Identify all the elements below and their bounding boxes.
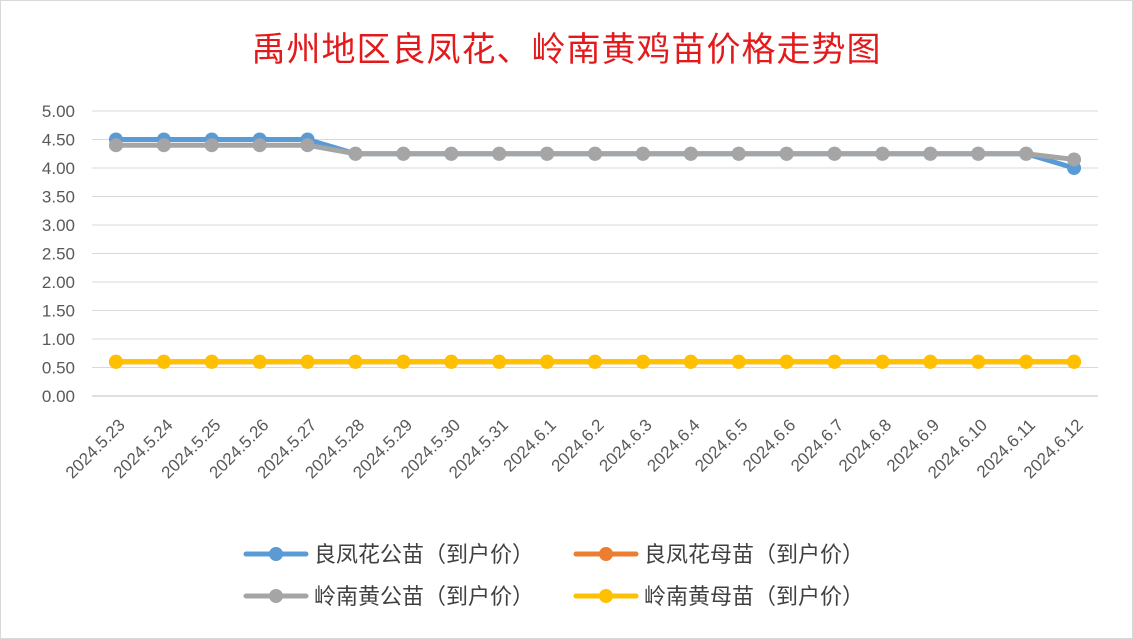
data-point (635, 354, 650, 369)
data-point (108, 354, 123, 369)
data-point (444, 146, 459, 161)
data-point (779, 146, 794, 161)
data-point (396, 146, 411, 161)
y-tick-label: 1.50 (42, 302, 75, 321)
data-point (204, 354, 219, 369)
data-point (492, 354, 507, 369)
data-point (588, 354, 602, 369)
data-point (827, 354, 842, 369)
data-point (923, 354, 938, 369)
legend-marker (599, 547, 613, 561)
y-tick-label: 1.00 (42, 330, 75, 349)
y-tick-label: 3.00 (42, 216, 75, 235)
y-tick-label: 0.50 (42, 359, 75, 378)
data-point (300, 354, 315, 369)
legend-label: 岭南黄公苗（到户价） (314, 585, 534, 610)
data-point (875, 146, 890, 161)
data-point (156, 354, 171, 369)
data-point (300, 138, 315, 153)
data-point (683, 354, 698, 369)
data-point (204, 138, 219, 153)
data-point (540, 354, 555, 369)
legend-marker (599, 589, 613, 603)
y-tick-label: 2.00 (42, 273, 75, 292)
legend-marker (269, 547, 283, 561)
data-point (348, 146, 363, 161)
legend-label: 良凤花公苗（到户价） (314, 543, 534, 568)
y-tick-label: 2.50 (42, 245, 75, 264)
data-point (731, 354, 746, 369)
data-point (731, 146, 746, 161)
y-tick-label: 0.00 (42, 387, 75, 406)
data-point (1067, 152, 1082, 167)
data-point (348, 354, 363, 369)
data-point (971, 146, 986, 161)
data-point (923, 146, 938, 161)
data-point (588, 146, 602, 161)
data-point (1067, 354, 1082, 369)
data-point (827, 146, 842, 161)
data-point (444, 354, 459, 369)
legend-marker (269, 589, 283, 603)
chart-title: 禹州地区良凤花、岭南黄鸡苗价格走势图 (251, 30, 882, 70)
legend-label: 岭南黄母苗（到户价） (644, 585, 864, 610)
data-point (635, 146, 650, 161)
y-tick-label: 4.50 (42, 131, 75, 150)
data-point (779, 354, 794, 369)
legend-label: 良凤花母苗（到户价） (644, 543, 864, 568)
data-point (683, 146, 698, 161)
y-tick-label: 4.00 (42, 159, 75, 178)
data-point (540, 146, 555, 161)
y-tick-label: 3.50 (42, 188, 75, 207)
data-point (252, 138, 267, 153)
data-point (396, 354, 411, 369)
data-point (252, 354, 267, 369)
data-point (492, 146, 507, 161)
data-point (875, 354, 890, 369)
y-tick-label: 5.00 (42, 102, 75, 121)
data-point (1019, 354, 1034, 369)
data-point (971, 354, 986, 369)
data-point (156, 138, 171, 153)
data-point (1019, 146, 1034, 161)
data-point (108, 138, 123, 153)
